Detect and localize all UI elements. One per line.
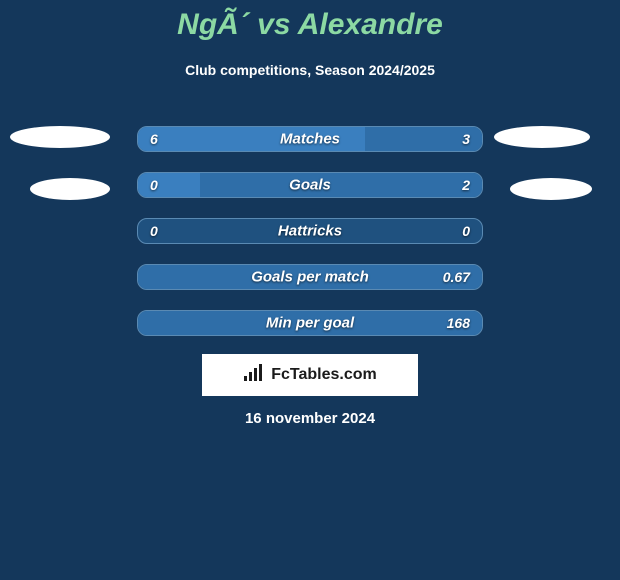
stat-value-right: 0.67 bbox=[443, 269, 470, 285]
date-text: 16 november 2024 bbox=[245, 410, 375, 427]
stat-label: Goals bbox=[289, 177, 331, 194]
stat-label: Hattricks bbox=[278, 223, 342, 240]
stat-label: Matches bbox=[280, 131, 340, 148]
stat-label: Min per goal bbox=[266, 315, 354, 332]
stat-row: 0 Goals 2 bbox=[137, 172, 483, 198]
stat-fill-right bbox=[200, 173, 482, 197]
stats-rows: 6 Matches 3 0 Goals 2 0 Hattricks 0 Goals per mat… bbox=[137, 126, 483, 336]
player-right-ellipse-2 bbox=[510, 178, 592, 200]
player-left-ellipse-2 bbox=[30, 178, 110, 200]
stat-row: 6 Matches 3 bbox=[137, 126, 483, 152]
subtitle: Club competitions, Season 2024/2025 bbox=[0, 62, 620, 78]
stat-value-right: 2 bbox=[462, 177, 470, 193]
stat-value-right: 3 bbox=[462, 131, 470, 147]
fctables-badge: FcTables.com bbox=[202, 354, 418, 396]
stat-value-left: 0 bbox=[150, 177, 158, 193]
stat-row: Goals per match 0.67 bbox=[137, 264, 483, 290]
stat-row: 0 Hattricks 0 bbox=[137, 218, 483, 244]
stat-value-left: 6 bbox=[150, 131, 158, 147]
stat-label: Goals per match bbox=[251, 269, 369, 286]
bar-chart-icon bbox=[243, 364, 265, 387]
stat-value-right: 168 bbox=[447, 315, 470, 331]
page-title: NgÃ´ vs Alexandre bbox=[0, 0, 620, 42]
comparison-card: NgÃ´ vs Alexandre Club competitions, Sea… bbox=[0, 0, 620, 580]
stat-row: Min per goal 168 bbox=[137, 310, 483, 336]
stat-fill-left bbox=[138, 173, 200, 197]
player-right-ellipse-1 bbox=[494, 126, 590, 148]
player-left-ellipse-1 bbox=[10, 126, 110, 148]
fctables-text: FcTables.com bbox=[271, 366, 377, 384]
stat-value-left: 0 bbox=[150, 223, 158, 239]
stat-value-right: 0 bbox=[462, 223, 470, 239]
